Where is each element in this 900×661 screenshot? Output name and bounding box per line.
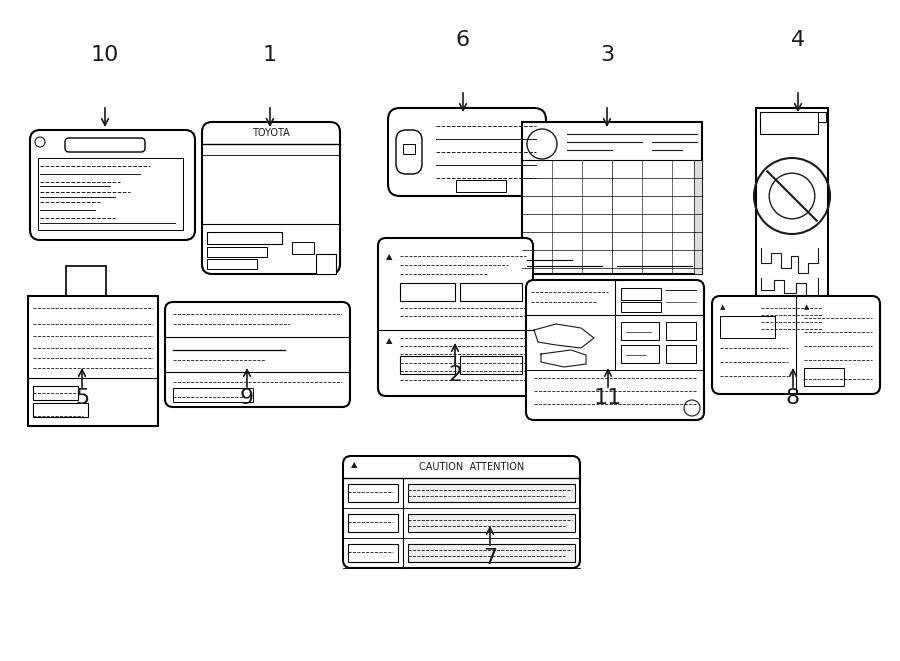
Bar bbox=[348, 484, 398, 502]
Bar bbox=[207, 247, 267, 257]
Text: 3: 3 bbox=[600, 45, 614, 65]
Bar bbox=[408, 484, 575, 502]
Text: TOYOTA: TOYOTA bbox=[252, 128, 290, 138]
Text: 9: 9 bbox=[240, 388, 254, 408]
Bar bbox=[621, 288, 661, 300]
Text: 6: 6 bbox=[456, 30, 470, 50]
Bar bbox=[207, 259, 257, 269]
Bar bbox=[621, 345, 659, 363]
Text: ▲: ▲ bbox=[386, 336, 392, 345]
FancyBboxPatch shape bbox=[65, 138, 145, 152]
Bar bbox=[348, 544, 398, 562]
Text: ▲: ▲ bbox=[720, 304, 725, 310]
Bar bbox=[621, 322, 659, 340]
Bar bbox=[756, 108, 828, 336]
Bar bbox=[400, 283, 455, 301]
FancyBboxPatch shape bbox=[30, 130, 195, 240]
Bar bbox=[33, 386, 78, 400]
Bar bbox=[456, 180, 506, 192]
Bar bbox=[460, 356, 522, 374]
Bar bbox=[804, 368, 844, 386]
Text: 8: 8 bbox=[786, 388, 800, 408]
FancyBboxPatch shape bbox=[388, 108, 546, 196]
Bar bbox=[207, 232, 282, 244]
FancyBboxPatch shape bbox=[712, 296, 880, 394]
FancyBboxPatch shape bbox=[343, 456, 580, 568]
Bar bbox=[400, 356, 455, 374]
Text: ▲: ▲ bbox=[804, 304, 809, 310]
Bar bbox=[408, 514, 575, 532]
Bar bbox=[292, 242, 314, 254]
Bar bbox=[760, 112, 818, 134]
Bar bbox=[621, 302, 661, 312]
Text: ▲: ▲ bbox=[351, 460, 357, 469]
Text: 1: 1 bbox=[263, 45, 277, 65]
Bar bbox=[403, 144, 415, 154]
FancyBboxPatch shape bbox=[378, 238, 533, 396]
Text: 4: 4 bbox=[791, 30, 806, 50]
Text: 2: 2 bbox=[448, 365, 462, 385]
Bar bbox=[460, 283, 522, 301]
Bar bbox=[818, 112, 826, 122]
Bar bbox=[720, 316, 775, 338]
FancyBboxPatch shape bbox=[396, 130, 422, 174]
Bar bbox=[173, 388, 253, 402]
Bar bbox=[522, 122, 702, 274]
Bar bbox=[348, 514, 398, 532]
Text: ▲: ▲ bbox=[386, 252, 392, 261]
FancyBboxPatch shape bbox=[202, 122, 340, 274]
Bar bbox=[694, 160, 702, 274]
Bar bbox=[33, 403, 88, 417]
Text: 5: 5 bbox=[75, 388, 89, 408]
Text: 7: 7 bbox=[483, 548, 497, 568]
Bar bbox=[28, 296, 158, 426]
Bar bbox=[66, 266, 106, 296]
Bar bbox=[316, 254, 336, 274]
Text: CAUTION  ATTENTION: CAUTION ATTENTION bbox=[418, 462, 524, 472]
Bar bbox=[666, 345, 696, 363]
FancyBboxPatch shape bbox=[165, 302, 350, 407]
FancyBboxPatch shape bbox=[526, 280, 704, 420]
Text: 10: 10 bbox=[91, 45, 119, 65]
Bar bbox=[408, 544, 575, 562]
Bar bbox=[666, 322, 696, 340]
Text: 11: 11 bbox=[594, 388, 622, 408]
Bar bbox=[38, 158, 183, 230]
